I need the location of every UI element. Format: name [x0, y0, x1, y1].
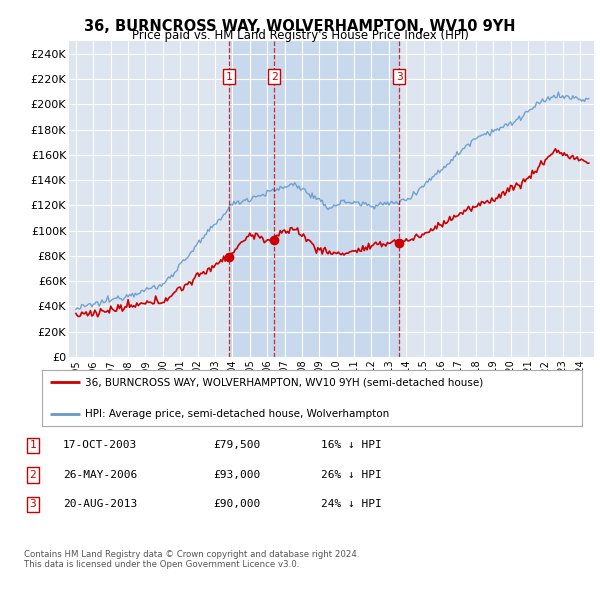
Text: 1: 1: [29, 441, 37, 450]
Text: 26-MAY-2006: 26-MAY-2006: [63, 470, 137, 480]
Text: 20-AUG-2013: 20-AUG-2013: [63, 500, 137, 509]
Text: 3: 3: [396, 71, 403, 81]
Text: HPI: Average price, semi-detached house, Wolverhampton: HPI: Average price, semi-detached house,…: [85, 409, 389, 419]
Text: 3: 3: [29, 500, 37, 509]
Text: 36, BURNCROSS WAY, WOLVERHAMPTON, WV10 9YH: 36, BURNCROSS WAY, WOLVERHAMPTON, WV10 9…: [84, 19, 516, 34]
Text: 24% ↓ HPI: 24% ↓ HPI: [321, 500, 382, 509]
Text: 2: 2: [29, 470, 37, 480]
Text: £93,000: £93,000: [213, 470, 260, 480]
Text: 26% ↓ HPI: 26% ↓ HPI: [321, 470, 382, 480]
Text: 1: 1: [226, 71, 232, 81]
Text: 36, BURNCROSS WAY, WOLVERHAMPTON, WV10 9YH (semi-detached house): 36, BURNCROSS WAY, WOLVERHAMPTON, WV10 9…: [85, 377, 484, 387]
Text: £90,000: £90,000: [213, 500, 260, 509]
Text: 16% ↓ HPI: 16% ↓ HPI: [321, 441, 382, 450]
Text: Contains HM Land Registry data © Crown copyright and database right 2024.
This d: Contains HM Land Registry data © Crown c…: [24, 550, 359, 569]
Text: 17-OCT-2003: 17-OCT-2003: [63, 441, 137, 450]
Text: Price paid vs. HM Land Registry's House Price Index (HPI): Price paid vs. HM Land Registry's House …: [131, 30, 469, 42]
Text: 2: 2: [271, 71, 278, 81]
Bar: [229, 41, 399, 357]
Text: £79,500: £79,500: [213, 441, 260, 450]
